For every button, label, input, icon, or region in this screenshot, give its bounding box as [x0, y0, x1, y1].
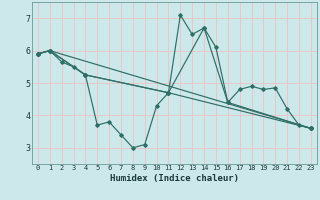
X-axis label: Humidex (Indice chaleur): Humidex (Indice chaleur): [110, 174, 239, 183]
